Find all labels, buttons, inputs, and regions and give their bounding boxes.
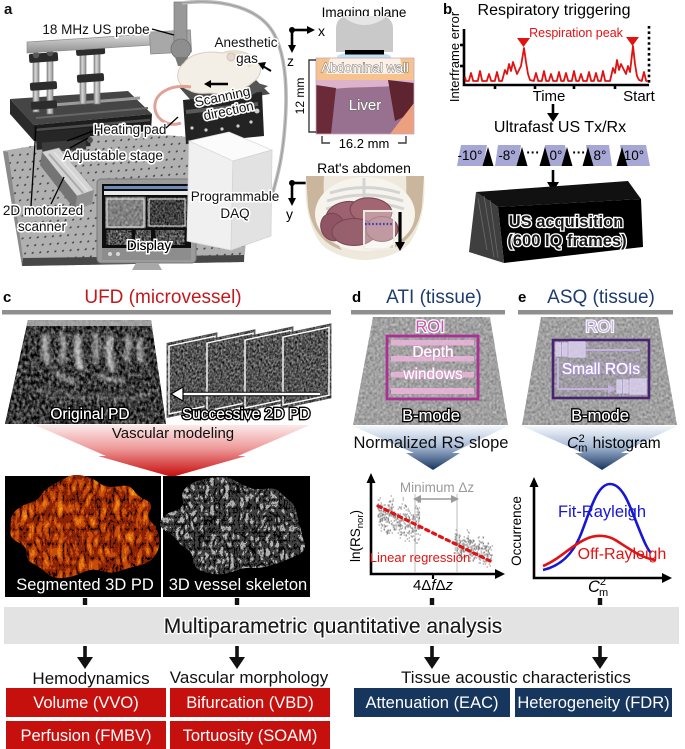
svg-text:Depth: Depth xyxy=(412,344,453,361)
svg-text:Anesthetic: Anesthetic xyxy=(214,35,277,50)
svg-text:(600 IQ frames): (600 IQ frames) xyxy=(507,232,626,250)
svg-text:Tissue acoustic characteristic: Tissue acoustic characteristics xyxy=(401,668,631,687)
svg-text:Ultrafast US Tx/Rx: Ultrafast US Tx/Rx xyxy=(494,119,626,136)
svg-text:-8°: -8° xyxy=(498,148,515,163)
svg-text:B-mode: B-mode xyxy=(402,407,460,425)
svg-text:Volume (VVO): Volume (VVO) xyxy=(33,694,138,712)
svg-text:Successive 2D PD: Successive 2D PD xyxy=(182,406,310,423)
svg-text:Heating pad: Heating pad xyxy=(94,122,167,137)
svg-text:ASQ (tissue): ASQ (tissue) xyxy=(547,287,655,308)
svg-text:windows: windows xyxy=(402,366,463,383)
svg-text:Minimum Δz: Minimum Δz xyxy=(400,480,475,495)
svg-text:e: e xyxy=(518,289,526,306)
svg-text:Off-Rayleigh: Off-Rayleigh xyxy=(578,546,667,563)
svg-text:18 MHz US probe: 18 MHz US probe xyxy=(42,22,149,37)
svg-text:Heterogeneity (FDR): Heterogeneity (FDR) xyxy=(517,694,669,712)
svg-text:Small ROIs: Small ROIs xyxy=(562,361,641,378)
svg-text:Multiparametric quantitative a: Multiparametric quantitative analysis xyxy=(164,615,502,638)
svg-text:Abdominal wall: Abdominal wall xyxy=(321,60,409,75)
svg-text:10°: 10° xyxy=(624,148,644,163)
svg-text:···: ··· xyxy=(572,145,586,160)
svg-text:DAQ: DAQ xyxy=(220,206,249,221)
svg-text:windows: windows xyxy=(402,366,463,383)
svg-text:12 mm: 12 mm xyxy=(293,78,307,115)
svg-text:Display: Display xyxy=(127,238,172,253)
svg-text:C2m: C2 m xyxy=(588,576,608,599)
svg-text:gas: gas xyxy=(236,51,258,66)
svg-text:Vascular modeling: Vascular modeling xyxy=(112,425,234,442)
svg-text:Original PD: Original PD xyxy=(50,406,129,423)
svg-text:3D vessel skeleton: 3D vessel skeleton xyxy=(169,576,308,594)
svg-text:Start: Start xyxy=(623,88,656,105)
svg-text:Hemodynamics: Hemodynamics xyxy=(32,669,149,688)
svg-text:8°: 8° xyxy=(594,148,607,163)
svg-text:ROI: ROI xyxy=(585,318,614,336)
svg-text:Programmable: Programmable xyxy=(191,189,280,204)
svg-text:Occurrence: Occurrence xyxy=(509,496,524,566)
svg-text:Respiration peak: Respiration peak xyxy=(529,26,624,40)
svg-text:Perfusion (FMBV): Perfusion (FMBV) xyxy=(20,727,151,745)
svg-text:Interframe error: Interframe error xyxy=(447,11,462,102)
svg-text:Vascular morphology: Vascular morphology xyxy=(170,668,329,687)
svg-text:Respiratory triggering: Respiratory triggering xyxy=(478,2,631,19)
svg-text:x: x xyxy=(318,23,325,39)
svg-text:B-mode: B-mode xyxy=(402,407,460,425)
svg-text:z: z xyxy=(287,53,294,69)
svg-text:ln(RSnor): ln(RSnor) xyxy=(348,510,366,562)
svg-text:y: y xyxy=(286,206,293,222)
svg-text:Time: Time xyxy=(533,88,566,105)
svg-text:scanner: scanner xyxy=(18,219,67,234)
svg-text:d: d xyxy=(352,289,361,306)
svg-text:2D motorized: 2D motorized xyxy=(3,203,83,218)
svg-text:c: c xyxy=(3,289,11,306)
svg-text:Successive 2D PD: Successive 2D PD xyxy=(182,406,310,423)
svg-text:0°: 0° xyxy=(550,148,563,163)
svg-text:Bifurcation (VBD): Bifurcation (VBD) xyxy=(186,694,313,712)
svg-text:Tortuosity (SOAM): Tortuosity (SOAM) xyxy=(183,727,318,745)
svg-text:Segmented 3D PD: Segmented 3D PD xyxy=(16,576,154,594)
svg-text:Multiparametric quantitative a: Multiparametric quantitative analysis xyxy=(164,615,502,638)
svg-text:Adjustable stage: Adjustable stage xyxy=(63,148,163,163)
svg-text:ATI (tissue): ATI (tissue) xyxy=(386,287,482,308)
svg-text:C2m histogram: C2 m histogram xyxy=(567,433,661,455)
svg-text:B-mode: B-mode xyxy=(571,407,629,425)
svg-text:US acquisition: US acquisition xyxy=(509,213,624,231)
svg-text:Attenuation (EAC): Attenuation (EAC) xyxy=(366,694,499,712)
svg-text:b: b xyxy=(443,1,452,18)
svg-text:Display: Display xyxy=(127,238,172,253)
svg-text:-10°: -10° xyxy=(458,148,483,163)
svg-text:Rat's abdomen: Rat's abdomen xyxy=(317,160,411,176)
svg-text:UFD (microvessel): UFD (microvessel) xyxy=(84,287,241,308)
svg-text:Liver: Liver xyxy=(349,97,382,114)
svg-text:Linear regression: Linear regression xyxy=(370,550,470,565)
svg-text:Original PD: Original PD xyxy=(50,406,129,423)
svg-text:a: a xyxy=(4,1,13,18)
svg-text:Small ROIs: Small ROIs xyxy=(562,361,641,378)
svg-text:4ΔfΔz: 4ΔfΔz xyxy=(413,577,454,594)
svg-text:Normalized RS slope: Normalized RS slope xyxy=(354,434,509,452)
svg-text:Fit-Rayleigh: Fit-Rayleigh xyxy=(558,503,646,521)
svg-text:16.2 mm: 16.2 mm xyxy=(339,136,390,151)
svg-text:Depth: Depth xyxy=(412,344,453,361)
svg-text:B-mode: B-mode xyxy=(571,407,629,425)
svg-text:ROI: ROI xyxy=(415,318,444,336)
svg-text:···: ··· xyxy=(526,145,540,160)
